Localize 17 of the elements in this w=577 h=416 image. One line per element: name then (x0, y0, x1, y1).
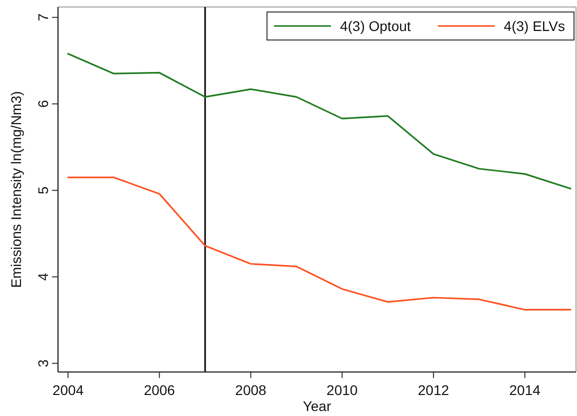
x-axis-title: Year (302, 398, 332, 414)
legend-label: 4(3) Optout (340, 18, 411, 34)
y-axis-title: Emissions Intensity ln(mg/Nm3) (8, 91, 24, 288)
line-series (67, 52, 572, 190)
y-tick-label: 5 (34, 186, 51, 194)
x-tick-label: 2014 (509, 382, 541, 398)
x-tick-label: 2010 (326, 382, 358, 398)
line-series (67, 176, 572, 311)
y-tick-label: 7 (34, 13, 51, 22)
y-tick-label: 3 (34, 359, 51, 368)
x-tick-label: 2004 (52, 382, 84, 398)
legend-label: 4(3) ELVs (504, 18, 566, 34)
x-tick-label: 2006 (144, 382, 176, 398)
y-tick-label: 4 (34, 272, 51, 281)
x-tick-label: 2008 (235, 382, 267, 398)
y-tick-label: 6 (34, 100, 51, 108)
x-tick-label: 2012 (418, 382, 450, 398)
